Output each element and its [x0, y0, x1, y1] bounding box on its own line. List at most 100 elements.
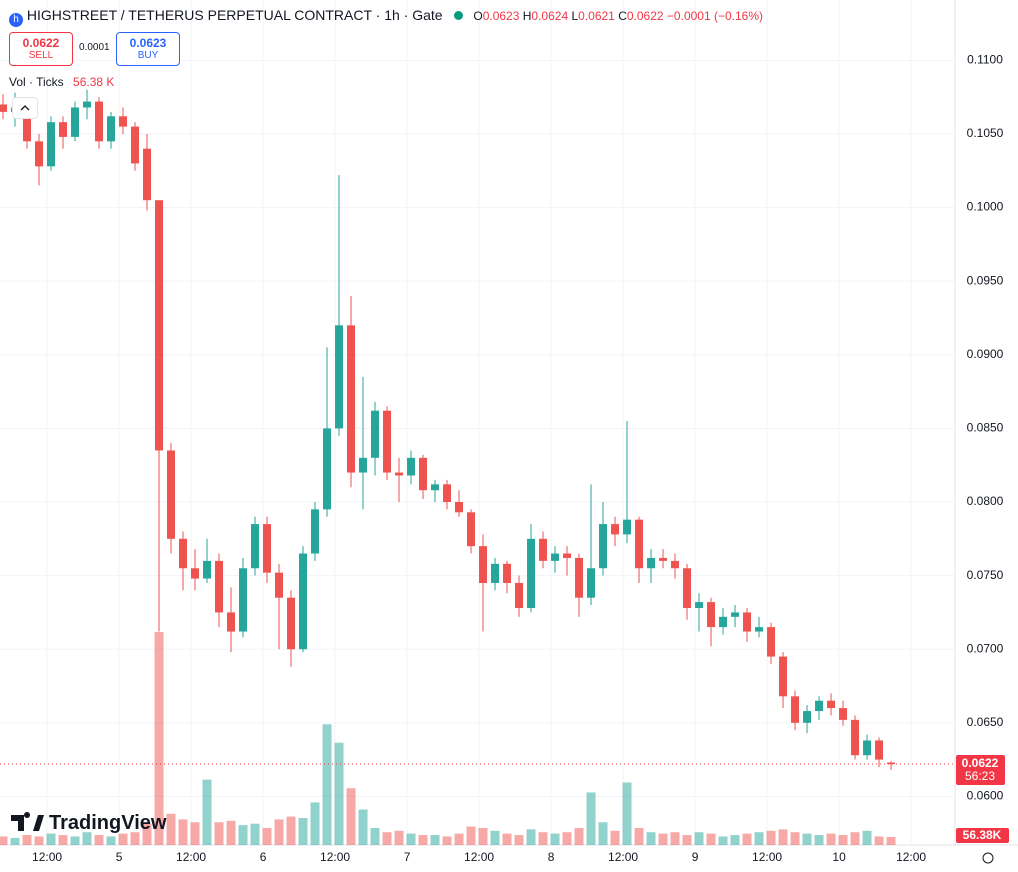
sell-button[interactable]: 0.0622 SELL: [9, 32, 73, 66]
x-tick-label: 12:00: [752, 850, 782, 864]
volume-bar: [22, 835, 32, 845]
candle-body: [311, 509, 320, 554]
candle-body: [767, 627, 776, 657]
candle-body: [95, 101, 104, 142]
x-tick-label: 12:00: [176, 850, 206, 864]
volume-bar: [622, 782, 632, 845]
volume-bar: [322, 724, 332, 845]
volume-bar: [658, 833, 668, 845]
candle-body: [35, 141, 44, 167]
volume-bar: [886, 836, 896, 845]
candle-body: [827, 700, 836, 709]
buy-price: 0.0623: [129, 36, 167, 50]
volume-bar: [214, 822, 224, 845]
volume-bar: [574, 827, 584, 845]
volume-bar: [46, 833, 56, 845]
candle-body: [719, 616, 728, 628]
buy-label: BUY: [137, 50, 159, 61]
volume-bar: [706, 833, 716, 845]
volume-bar: [298, 818, 308, 845]
volume-badge-label: 56.38K: [963, 828, 1002, 842]
x-tick-label: 8: [548, 850, 555, 864]
brand: TradingView: [11, 811, 166, 835]
volume-bar: [334, 742, 344, 845]
volume-bar: [94, 835, 104, 845]
buy-button[interactable]: 0.0623 BUY: [116, 32, 180, 66]
volume-bar: [34, 836, 44, 845]
volume-bar: [382, 832, 392, 845]
status-dot: [454, 11, 464, 20]
volume-legend: Vol · Ticks 56.38 K: [9, 75, 114, 89]
y-tick-label: 0.0650: [967, 715, 1004, 729]
y-tick-label: 0.1050: [967, 126, 1004, 140]
volume-bar: [490, 830, 500, 845]
volume-bar: [370, 827, 380, 845]
volume-bar: [154, 631, 164, 845]
symbol-title[interactable]: HIGHSTREET / TETHERUS PERPETUAL CONTRACT…: [26, 7, 443, 23]
candle-body: [275, 572, 284, 598]
volume-bar: [202, 779, 212, 845]
candle-body: [215, 560, 224, 613]
candle-body: [707, 602, 716, 628]
settings-icon[interactable]: [982, 852, 994, 864]
candle-body: [803, 711, 812, 723]
candle-body: [455, 501, 464, 513]
volume-bar: [190, 822, 200, 845]
volume-bar: [778, 829, 788, 845]
volume-bar: [862, 830, 872, 845]
candle-body: [659, 557, 668, 561]
candle-body: [227, 612, 236, 632]
candle-body: [143, 148, 152, 201]
volume-bar: [634, 827, 644, 845]
volume-bar: [802, 833, 812, 845]
x-tick-label: 10: [832, 850, 846, 864]
candle-body: [239, 568, 248, 632]
x-tick-label: 12:00: [464, 850, 494, 864]
volume-bar: [274, 819, 284, 845]
y-tick-label: 0.1100: [967, 53, 1003, 67]
brand-text: TradingView: [49, 811, 167, 834]
y-tick-label: 0.0950: [967, 273, 1004, 287]
candle-body: [47, 122, 56, 167]
volume-bar: [442, 836, 452, 845]
collapse-icon: [20, 105, 30, 111]
volume-bar: [454, 833, 464, 845]
candle-body: [443, 484, 452, 502]
candle-body: [359, 457, 368, 473]
candle-body: [287, 597, 296, 650]
volume-bar: [310, 802, 320, 845]
candle-body: [83, 101, 92, 108]
collapse-button[interactable]: [12, 97, 38, 119]
y-tick-label: 0.0900: [967, 347, 1004, 361]
y-tick-label: 0.0850: [967, 421, 1004, 435]
candle-body: [479, 546, 488, 583]
brand-icon: [11, 812, 44, 831]
volume-bar: [814, 835, 824, 845]
volume-bar: [226, 820, 236, 845]
volume-bar: [346, 788, 356, 845]
candle-body: [563, 553, 572, 558]
volume-bar: [874, 836, 884, 845]
candle-body: [779, 656, 788, 697]
volume-bar: [646, 832, 656, 845]
volume-bar: [58, 835, 68, 845]
candle-body: [119, 116, 128, 127]
x-tick-label: 7: [404, 850, 411, 864]
last-price-badge: [956, 755, 1005, 786]
volume-bar: [166, 813, 176, 845]
volume-bar: [514, 835, 524, 845]
spread: 0.0001: [79, 42, 110, 53]
volume-bar: [142, 823, 152, 845]
volume-bar: [790, 832, 800, 845]
change-value: −0.0001 (−0.16%): [666, 9, 763, 23]
candle-body: [647, 557, 656, 569]
countdown-label: 56:23: [965, 769, 995, 783]
volume-bar: [178, 819, 188, 845]
candle-body: [395, 472, 404, 476]
close-label: C: [618, 9, 627, 23]
candle-body: [491, 563, 500, 583]
candle-body: [191, 568, 200, 579]
x-tick-label: 12:00: [32, 850, 62, 864]
x-tick-label: 5: [116, 850, 123, 864]
volume-bar: [826, 833, 836, 845]
